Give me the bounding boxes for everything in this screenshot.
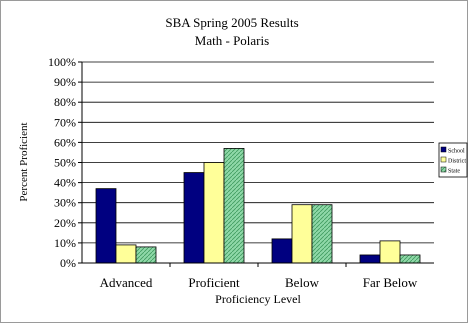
bar-school-proficient: [183, 172, 205, 264]
bar-school-below: [271, 238, 293, 264]
bar-district-far-below: [379, 240, 401, 264]
y-tick-label: 0%: [60, 256, 76, 270]
bar-state-below: [311, 204, 333, 264]
legend-label: School: [448, 149, 465, 155]
legend-label: State: [448, 169, 460, 175]
x-tick-label: Below: [285, 275, 320, 290]
chart-subtitle: Math - Polaris: [195, 33, 269, 48]
y-tick-label: 40%: [54, 176, 76, 190]
y-tick-label: 80%: [54, 95, 76, 109]
legend-swatch: [440, 166, 447, 173]
bar-state-proficient: [223, 148, 245, 264]
bar-district-below: [291, 204, 313, 264]
bar-state-far-below: [399, 254, 421, 264]
y-tick-label: 10%: [54, 236, 76, 250]
bar-district-proficient: [203, 162, 225, 264]
bar-district-advanced: [115, 244, 137, 264]
y-axis-label: Percent Proficient: [18, 122, 30, 201]
y-tick-label: 70%: [54, 115, 76, 129]
y-axis-ticks: 0% 10% 20% 30% 40% 50% 60% 70% 80% 90% 100%: [48, 55, 82, 270]
y-tick-label: 50%: [54, 156, 76, 170]
legend-entries: School District State: [440, 146, 466, 175]
x-tick-label: Far Below: [363, 275, 418, 290]
legend: School District State: [438, 142, 468, 178]
y-tick-label: 100%: [48, 55, 76, 69]
legend-swatch: [440, 156, 447, 163]
y-tick-label: 60%: [54, 135, 76, 149]
x-axis-ticks: Advanced Proficient Below Far Below: [100, 263, 418, 290]
x-axis-label: Proficiency Level: [215, 292, 301, 306]
bar-school-far-below: [359, 254, 381, 264]
bar-state-advanced: [135, 246, 157, 264]
legend-swatch: [440, 146, 447, 153]
y-tick-label: 90%: [54, 75, 76, 89]
chart-title: SBA Spring 2005 Results: [165, 15, 298, 30]
y-tick-label: 30%: [54, 196, 76, 210]
legend-label: District: [448, 159, 466, 165]
y-tick-label: 20%: [54, 216, 76, 230]
x-tick-label: Proficient: [188, 275, 240, 290]
bars: [95, 148, 421, 264]
bar-school-advanced: [95, 188, 117, 264]
x-tick-label: Advanced: [100, 275, 153, 290]
